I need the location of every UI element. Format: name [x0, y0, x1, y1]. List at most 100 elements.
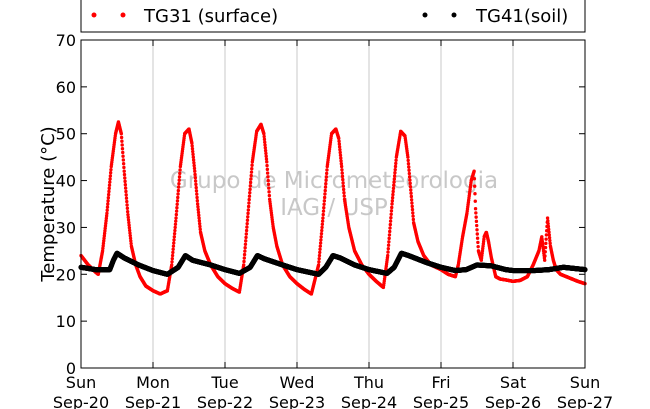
- data-point: [475, 228, 479, 232]
- data-point: [548, 241, 552, 246]
- data-point: [319, 235, 323, 239]
- data-point: [474, 215, 478, 219]
- data-point: [320, 225, 324, 230]
- data-point: [321, 212, 325, 217]
- y-tick-label: 30: [56, 218, 76, 237]
- data-point: [341, 181, 345, 185]
- legend: TG31 (surface) TG41(soil): [80, 0, 586, 33]
- data-point: [123, 182, 128, 187]
- data-point: [174, 209, 179, 213]
- data-point: [191, 155, 196, 159]
- data-point: [319, 238, 323, 242]
- data-point: [106, 199, 110, 203]
- data-point: [171, 244, 176, 248]
- data-point: [123, 179, 127, 184]
- data-point: [341, 184, 346, 188]
- data-point: [193, 169, 197, 173]
- y-tick-label: 0: [66, 359, 76, 378]
- data-point: [192, 161, 196, 165]
- data-point: [197, 216, 201, 220]
- data-point: [339, 162, 344, 166]
- data-point: [408, 178, 412, 182]
- legend-label-surface: TG31 (surface): [143, 6, 278, 27]
- data-point: [246, 215, 250, 219]
- data-point: [266, 182, 271, 187]
- data-point: [319, 231, 324, 236]
- data-point: [108, 171, 113, 175]
- data-point: [127, 223, 131, 227]
- data-point: [392, 174, 397, 178]
- data-point: [544, 233, 549, 237]
- data-point: [124, 189, 128, 194]
- data-point: [338, 153, 343, 157]
- data-point: [109, 167, 113, 172]
- x-tick-label-day: Wed: [280, 373, 315, 392]
- data-point: [546, 221, 550, 226]
- data-point: [101, 246, 105, 251]
- data-point: [411, 214, 415, 218]
- data-point: [386, 243, 391, 247]
- y-axis-label: Temperature (°C): [38, 126, 59, 282]
- data-point: [337, 142, 342, 146]
- data-point: [324, 175, 329, 179]
- x-tick-label-date: Sep-20: [53, 393, 109, 409]
- data-point: [125, 206, 130, 211]
- data-point: [108, 177, 112, 181]
- data-point: [386, 250, 390, 254]
- data-point: [262, 137, 267, 142]
- data-point: [542, 258, 547, 262]
- data-point: [476, 244, 480, 249]
- data-point: [243, 249, 247, 253]
- data-point: [340, 168, 344, 172]
- data-point: [341, 187, 346, 192]
- data-point: [128, 231, 132, 235]
- data-point: [127, 220, 131, 225]
- data-point: [394, 158, 398, 162]
- y-tick-label: 50: [56, 125, 76, 144]
- data-point: [246, 211, 250, 216]
- data-point: [243, 242, 248, 246]
- data-point: [390, 199, 395, 203]
- data-point: [248, 191, 252, 195]
- watermark-line-2: IAG / USP: [280, 195, 388, 221]
- y-tick-label: 10: [56, 312, 76, 331]
- legend-marker-surface: [120, 12, 126, 18]
- data-point: [107, 189, 111, 194]
- data-point: [104, 219, 108, 223]
- data-point: [190, 147, 195, 151]
- data-point: [175, 199, 180, 203]
- data-point: [264, 151, 268, 156]
- data-point: [196, 210, 201, 215]
- data-point: [243, 246, 247, 250]
- data-point: [128, 233, 132, 238]
- data-point: [177, 182, 181, 186]
- data-point: [195, 202, 200, 206]
- x-tick-label-day: Fri: [431, 373, 450, 392]
- data-point: [547, 236, 552, 240]
- data-point: [121, 158, 126, 162]
- data-point: [323, 192, 327, 196]
- data-point: [108, 180, 112, 184]
- data-point: [324, 178, 328, 182]
- data-point: [125, 209, 130, 214]
- data-point: [172, 241, 176, 245]
- data-point: [262, 134, 266, 139]
- data-point: [170, 260, 174, 264]
- data-point: [337, 145, 342, 149]
- data-point: [172, 231, 177, 236]
- data-point: [173, 228, 177, 233]
- data-point: [120, 143, 124, 147]
- data-point: [102, 234, 107, 238]
- data-point: [245, 221, 249, 226]
- data-point: [391, 192, 395, 197]
- data-point: [194, 185, 198, 190]
- x-tick-label-day: Thu: [353, 373, 384, 392]
- y-axis: 0 10 20 30 40 50 60 70: [56, 31, 585, 378]
- data-point: [125, 203, 129, 207]
- data-point: [129, 239, 133, 243]
- data-point: [106, 202, 110, 206]
- data-point: [173, 225, 177, 230]
- data-point: [193, 176, 198, 180]
- data-point: [316, 263, 321, 267]
- data-point: [121, 150, 125, 155]
